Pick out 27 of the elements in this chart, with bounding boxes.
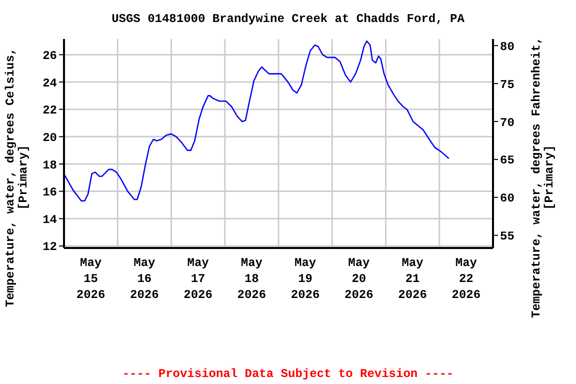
x-tick-label: May 19 2026 [290, 256, 320, 302]
text: ---- Provisional Data Subject to Revision ---- [121, 367, 455, 381]
x-tick-label: May 20 2026 [344, 256, 374, 302]
y2-tick-label: 55 [500, 230, 514, 244]
y2-axis-title: Temperature, water, degrees Fahrenheit, [Primary] [530, 37, 556, 318]
x-tick-label: May 18 2026 [237, 256, 266, 302]
y-tick-label: 18 [42, 158, 57, 172]
y-axis-title: Temperature, water, degrees Celsius, [Primary] [4, 48, 30, 308]
x-tick-label: May 16 2026 [130, 256, 159, 302]
y2-tick-label: 80 [500, 40, 514, 54]
y-tick-label: 12 [42, 240, 57, 254]
y-tick-label: 22 [42, 104, 57, 118]
y-tick-label: 16 [42, 186, 57, 200]
x-tick-label: May 15 2026 [76, 256, 106, 302]
y2-tick-label: 60 [500, 192, 514, 206]
y-tick-label: 24 [42, 76, 57, 90]
x-tick-label: May 21 2026 [398, 256, 427, 302]
x-tick-label: May 22 2026 [452, 256, 481, 302]
y-tick-label: 26 [42, 48, 57, 63]
y2-tick-label: 70 [500, 116, 514, 130]
y-tick-label: 14 [42, 212, 57, 227]
y2-tick-label: 65 [500, 154, 514, 168]
chart-title: USGS 01481000 Brandywine Creek at Chadds Ford, PA [110, 12, 466, 26]
y-tick-label: 20 [42, 130, 57, 145]
y2-tick-label: 75 [500, 78, 514, 92]
x-tick-label: May 17 2026 [184, 256, 212, 302]
line-series [64, 40, 450, 202]
